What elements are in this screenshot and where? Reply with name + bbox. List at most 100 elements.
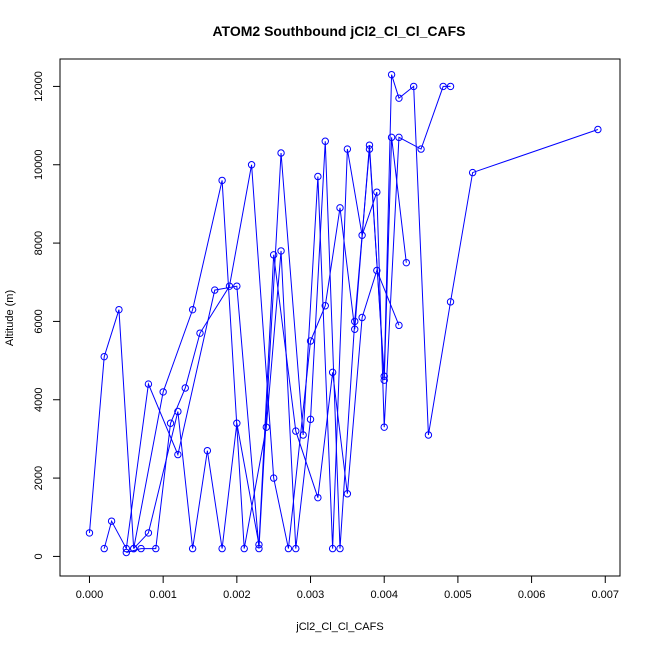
data-point bbox=[100, 352, 108, 361]
data-point bbox=[409, 82, 418, 91]
data-point bbox=[218, 544, 226, 553]
data-point bbox=[240, 544, 248, 553]
series-2 bbox=[100, 82, 455, 553]
data-point bbox=[395, 321, 403, 330]
data-point bbox=[166, 419, 175, 427]
data-point bbox=[314, 493, 322, 502]
y-axis-label: Altitude (m) bbox=[4, 290, 16, 346]
data-point bbox=[365, 141, 374, 149]
x-axis-label: jCl2_Cl_Cl_CAFS bbox=[295, 621, 383, 633]
data-point bbox=[343, 490, 352, 498]
x-tick-label: 0.005 bbox=[444, 589, 472, 601]
data-point bbox=[233, 282, 241, 290]
data-point bbox=[174, 407, 182, 416]
series-layer bbox=[85, 70, 602, 557]
data-point bbox=[299, 431, 307, 439]
data-point bbox=[468, 168, 477, 177]
data-point bbox=[358, 313, 366, 322]
data-point bbox=[152, 544, 160, 553]
series-line bbox=[133, 254, 400, 549]
data-point bbox=[107, 517, 116, 525]
data-point bbox=[144, 529, 153, 537]
data-point bbox=[284, 544, 293, 553]
data-point bbox=[395, 94, 403, 102]
data-point bbox=[233, 419, 241, 427]
y-tick-label: 8000 bbox=[33, 231, 45, 255]
data-point bbox=[380, 423, 388, 431]
data-point bbox=[395, 133, 403, 142]
data-point bbox=[594, 125, 602, 134]
data-point bbox=[122, 544, 131, 553]
data-point bbox=[225, 282, 234, 290]
data-point bbox=[218, 176, 226, 185]
data-point bbox=[387, 133, 396, 142]
data-point bbox=[203, 446, 212, 455]
data-point bbox=[269, 251, 278, 259]
data-point bbox=[85, 529, 94, 537]
data-point bbox=[181, 384, 189, 392]
data-point bbox=[196, 329, 204, 337]
data-point bbox=[188, 305, 197, 314]
y-tick-label: 10000 bbox=[33, 149, 45, 180]
data-point bbox=[247, 161, 256, 169]
data-point bbox=[174, 450, 182, 459]
data-point bbox=[402, 258, 411, 267]
y-tick-label: 6000 bbox=[33, 309, 45, 333]
x-tick-label: 0.007 bbox=[591, 589, 619, 601]
data-point bbox=[321, 302, 329, 310]
data-point bbox=[277, 247, 285, 255]
data-point bbox=[211, 286, 219, 294]
data-point bbox=[373, 188, 381, 196]
x-tick-label: 0.004 bbox=[370, 589, 398, 601]
series-line bbox=[88, 74, 599, 549]
series-4 bbox=[129, 251, 403, 553]
series-line bbox=[126, 137, 407, 553]
y-axis: 0 2000 4000 6000 8000 10000 12000 bbox=[33, 71, 61, 559]
data-point bbox=[328, 368, 337, 377]
x-tick-label: 0.003 bbox=[297, 589, 325, 601]
data-point bbox=[188, 544, 197, 553]
data-point bbox=[255, 544, 263, 553]
data-point bbox=[387, 70, 396, 79]
data-point bbox=[115, 305, 123, 314]
data-point bbox=[417, 145, 425, 153]
data-point bbox=[306, 415, 315, 424]
data-point bbox=[380, 376, 388, 384]
data-point bbox=[122, 548, 131, 557]
series-line bbox=[103, 85, 451, 551]
data-point bbox=[424, 431, 433, 439]
x-tick-label: 0.002 bbox=[223, 589, 251, 601]
y-tick-label: 12000 bbox=[33, 71, 45, 102]
series-3 bbox=[122, 133, 411, 557]
y-tick-label: 4000 bbox=[33, 388, 45, 412]
data-point bbox=[351, 325, 359, 333]
x-tick-label: 0.000 bbox=[76, 589, 104, 601]
data-point bbox=[277, 149, 285, 157]
data-point bbox=[439, 82, 447, 91]
data-point bbox=[144, 380, 153, 388]
data-point bbox=[321, 137, 329, 145]
data-point bbox=[314, 172, 322, 181]
data-point bbox=[306, 337, 315, 345]
data-point bbox=[292, 427, 300, 435]
data-point bbox=[129, 544, 138, 553]
x-axis: 0.000 0.001 0.002 0.003 0.004 0.005 0.006 0.007 bbox=[76, 575, 619, 601]
y-tick-label: 0 bbox=[33, 553, 45, 559]
data-point bbox=[336, 544, 344, 553]
chart-title: ATOM2 Southbound jCl2_Cl_Cl_CAFS bbox=[212, 23, 465, 39]
data-point bbox=[446, 82, 455, 91]
data-point bbox=[343, 145, 352, 153]
data-point bbox=[137, 544, 145, 553]
x-tick-label: 0.006 bbox=[518, 589, 546, 601]
data-point bbox=[336, 204, 344, 212]
data-point bbox=[100, 544, 108, 553]
data-point bbox=[328, 544, 337, 553]
data-point bbox=[269, 474, 278, 482]
data-point bbox=[292, 544, 300, 553]
data-point bbox=[373, 266, 381, 275]
data-point bbox=[446, 298, 455, 306]
y-tick-label: 2000 bbox=[33, 466, 45, 490]
data-point bbox=[255, 540, 263, 549]
data-point bbox=[159, 388, 167, 396]
